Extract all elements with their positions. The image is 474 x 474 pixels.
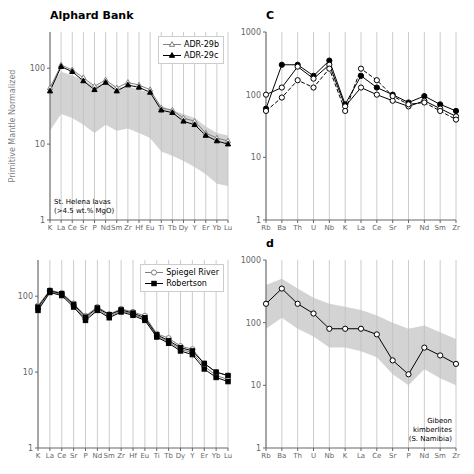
svg-text:Ba: Ba: [277, 452, 286, 460]
svg-text:Sr: Sr: [80, 224, 87, 232]
svg-text:1: 1: [40, 216, 45, 225]
svg-text:Er: Er: [202, 224, 209, 232]
svg-text:Yb: Yb: [212, 224, 222, 232]
svg-text:Tb: Tb: [167, 224, 177, 232]
svg-text:100: 100: [18, 292, 33, 301]
html-text:C: C: [266, 9, 275, 22]
svg-text:Zr: Zr: [452, 452, 460, 460]
svg-text:Ce: Ce: [372, 452, 381, 460]
svg-text:1: 1: [28, 444, 33, 453]
html-text:ADR-29c: ADR-29c: [184, 51, 219, 60]
svg-text:Lu: Lu: [224, 224, 232, 232]
html-text:St. Helena lavas (>4.5 wt.% Mg: St. Helena lavas (>4.5 wt.% MgO): [54, 198, 115, 215]
svg-text:Sm: Sm: [111, 224, 122, 232]
svg-text:10: 10: [23, 368, 33, 377]
svg-text:P: P: [92, 224, 96, 232]
svg-text:K: K: [343, 452, 348, 460]
html-text:Spiegel River: Spiegel River: [166, 268, 219, 277]
html-text:Alphard Bank: Alphard Bank: [50, 9, 134, 22]
svg-text:10: 10: [251, 153, 261, 162]
svg-text:La: La: [357, 452, 365, 460]
svg-text:100: 100: [246, 91, 261, 100]
svg-text:K: K: [48, 224, 53, 232]
svg-text:Zr: Zr: [452, 224, 460, 232]
svg-text:P: P: [83, 452, 87, 460]
svg-text:Ti: Ti: [153, 452, 160, 460]
svg-text:10: 10: [35, 140, 45, 149]
svg-text:Zr: Zr: [117, 452, 125, 460]
svg-text:100: 100: [30, 64, 45, 73]
svg-text:Ce: Ce: [57, 452, 66, 460]
svg-text:Nd: Nd: [101, 224, 111, 232]
svg-text:Sm: Sm: [104, 452, 115, 460]
svg-text:Hf: Hf: [129, 452, 137, 460]
svg-text:La: La: [46, 452, 54, 460]
svg-text:Eu: Eu: [140, 452, 149, 460]
svg-text:Dy: Dy: [179, 224, 189, 232]
svg-text:Ba: Ba: [277, 224, 286, 232]
svg-text:Nd: Nd: [93, 452, 103, 460]
svg-text:10: 10: [251, 381, 261, 390]
svg-text:Sm: Sm: [435, 224, 446, 232]
svg-text:Th: Th: [292, 224, 302, 232]
svg-text:1000: 1000: [241, 28, 261, 37]
svg-text:Yb: Yb: [211, 452, 221, 460]
svg-text:Sr: Sr: [389, 452, 396, 460]
html-text:Robertson: Robertson: [166, 279, 207, 288]
svg-text:Ti: Ti: [157, 224, 164, 232]
html-text:Gibeon kimberlites (S. Namibia: Gibeon kimberlites (S. Namibia): [408, 417, 452, 443]
svg-text:Hf: Hf: [135, 224, 143, 232]
svg-text:Ce: Ce: [68, 224, 77, 232]
svg-text:Y: Y: [191, 224, 197, 232]
svg-text:Ce: Ce: [372, 224, 381, 232]
svg-text:Tb: Tb: [163, 452, 173, 460]
svg-text:La: La: [357, 224, 365, 232]
svg-text:1000: 1000: [241, 256, 261, 265]
svg-text:Zr: Zr: [124, 224, 132, 232]
svg-text:U: U: [311, 452, 316, 460]
svg-text:Nd: Nd: [419, 452, 429, 460]
svg-text:Er: Er: [201, 452, 208, 460]
svg-text:Th: Th: [292, 452, 302, 460]
svg-text:Y: Y: [189, 452, 195, 460]
svg-text:P: P: [406, 452, 410, 460]
svg-text:Nb: Nb: [324, 452, 334, 460]
svg-text:La: La: [57, 224, 65, 232]
svg-text:Sm: Sm: [435, 452, 446, 460]
svg-text:Sr: Sr: [70, 452, 77, 460]
svg-text:Eu: Eu: [146, 224, 155, 232]
html-text:d: d: [266, 237, 274, 250]
svg-text:Nb: Nb: [324, 224, 334, 232]
svg-text:Rb: Rb: [261, 452, 271, 460]
svg-text:Nd: Nd: [419, 224, 429, 232]
svg-text:100: 100: [246, 319, 261, 328]
svg-text:Sr: Sr: [389, 224, 396, 232]
svg-text:Dy: Dy: [176, 452, 186, 460]
svg-text:U: U: [311, 224, 316, 232]
svg-text:Primitive Mantle Normalized: Primitive Mantle Normalized: [8, 70, 17, 183]
svg-text:Rb: Rb: [261, 224, 271, 232]
svg-text:1: 1: [256, 444, 261, 453]
svg-text:K: K: [343, 224, 348, 232]
svg-text:K: K: [36, 452, 41, 460]
html-text:ADR-29b: ADR-29b: [184, 40, 219, 49]
svg-text:P: P: [406, 224, 410, 232]
svg-text:1: 1: [256, 216, 261, 225]
svg-text:Lu: Lu: [224, 452, 232, 460]
